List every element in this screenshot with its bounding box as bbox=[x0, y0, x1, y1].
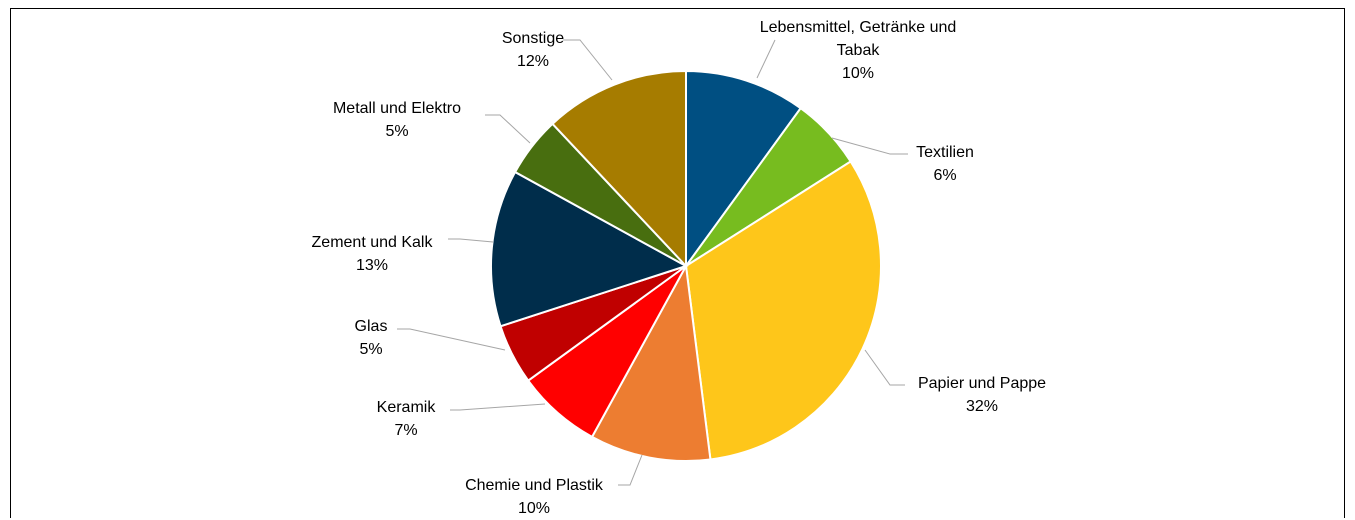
category-label: Glas bbox=[354, 318, 388, 335]
slice-label: Sonstige 12% bbox=[473, 27, 593, 73]
category-label: Papier und Pappe bbox=[917, 375, 1047, 392]
category-label: Metall und Elektro bbox=[332, 100, 462, 117]
value-label: 10% bbox=[517, 500, 551, 517]
slice-label: Metall und Elektro 5% bbox=[297, 97, 497, 143]
category-label: Lebensmittel, Getränke und Tabak bbox=[759, 19, 957, 59]
category-label: Keramik bbox=[376, 399, 436, 416]
slice-label: Textilien 6% bbox=[885, 141, 1005, 187]
value-label: 5% bbox=[385, 123, 409, 140]
pie-slice bbox=[590, 262, 712, 462]
value-label: 6% bbox=[933, 167, 957, 184]
leader-line bbox=[618, 454, 643, 486]
slice-label: Papier und Pappe 32% bbox=[902, 372, 1062, 418]
leader-line bbox=[485, 114, 531, 144]
category-label: Zement und Kalk bbox=[311, 234, 433, 251]
value-label: 13% bbox=[355, 257, 389, 274]
leader-line bbox=[448, 238, 494, 243]
pie-slice bbox=[490, 170, 689, 328]
pie-slice bbox=[551, 69, 687, 269]
value-label: 32% bbox=[965, 398, 999, 415]
category-label: Textilien bbox=[916, 144, 974, 161]
value-label: 12% bbox=[516, 53, 550, 70]
pie-slice bbox=[684, 160, 882, 461]
category-label: Chemie und Plastik bbox=[465, 477, 603, 494]
slice-label: Glas 5% bbox=[331, 315, 411, 361]
leader-line bbox=[831, 137, 908, 155]
slice-label: Chemie und Plastik 10% bbox=[434, 474, 634, 520]
leader-line bbox=[450, 403, 546, 411]
leader-line bbox=[397, 328, 506, 351]
chart-frame bbox=[10, 8, 1345, 518]
value-label: 10% bbox=[841, 65, 875, 82]
pie-slice bbox=[685, 69, 803, 270]
leader-line bbox=[864, 349, 905, 386]
slice-label: Keramik 7% bbox=[346, 396, 466, 442]
slice-label: Lebensmittel, Getränke und Tabak 10% bbox=[758, 16, 958, 85]
category-label: Sonstige bbox=[501, 30, 565, 47]
leader-line bbox=[756, 39, 776, 79]
value-label: 5% bbox=[359, 341, 383, 358]
slice-label: Zement und Kalk 13% bbox=[272, 231, 472, 277]
value-label: 7% bbox=[394, 422, 418, 439]
leader-line bbox=[563, 39, 613, 81]
